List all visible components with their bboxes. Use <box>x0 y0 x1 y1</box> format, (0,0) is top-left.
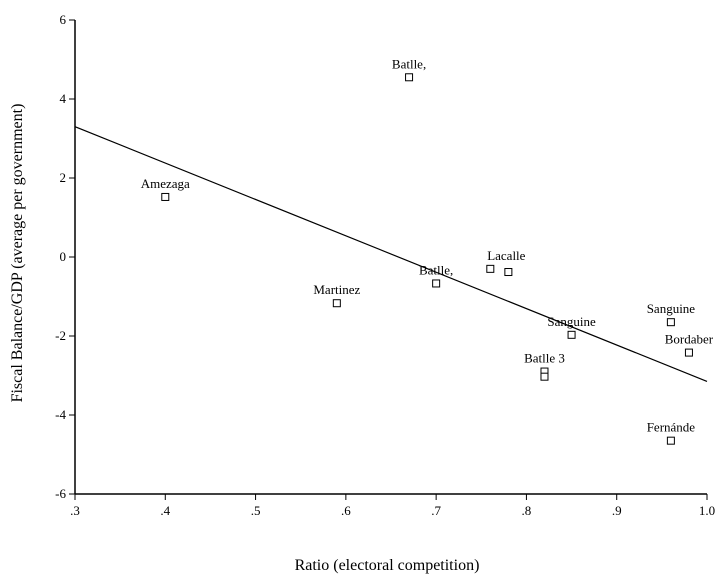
point-label: Batlle, <box>419 262 453 277</box>
data-point <box>486 264 495 273</box>
y-tick-label: 6 <box>60 12 67 27</box>
x-tick-label: .6 <box>341 503 351 518</box>
x-tick-label: .5 <box>251 503 261 518</box>
y-tick-label: 0 <box>60 249 67 264</box>
data-point <box>684 348 693 357</box>
point-label: Batlle 3 <box>524 351 565 366</box>
data-point <box>504 268 513 277</box>
regression-line <box>74 126 708 382</box>
x-tick-label: .9 <box>612 503 622 518</box>
point-label: Fernánde <box>647 420 696 435</box>
data-point <box>432 279 441 288</box>
y-tick-label: -4 <box>55 407 66 422</box>
point-label: Sanguine <box>547 314 596 329</box>
y-tick-label: -2 <box>55 328 66 343</box>
x-tick-label: .8 <box>522 503 532 518</box>
x-axis-title: Ratio (electoral competition) <box>295 557 480 574</box>
x-tick-label: .7 <box>431 503 441 518</box>
x-tick-label: 1.0 <box>699 503 715 518</box>
data-point <box>567 330 576 339</box>
point-label: Batlle, <box>392 56 426 71</box>
axes: 6 4 2 0 -2 -4 -6 .3 .4 .5 .6 .7 .8 .9 1.0 <box>55 12 715 518</box>
data-point <box>405 73 414 82</box>
data-point <box>666 436 675 445</box>
data-point <box>666 318 675 327</box>
data-point <box>540 372 549 381</box>
x-tick-label: .4 <box>160 503 170 518</box>
x-tick-label: .3 <box>70 503 80 518</box>
point-label: Amezaga <box>141 176 190 191</box>
y-tick-label: -6 <box>55 486 66 501</box>
y-tick-label: 2 <box>60 170 67 185</box>
point-label: Lacalle <box>487 248 525 263</box>
point-label: Bordaber <box>665 332 714 347</box>
fit-line-group <box>74 126 708 382</box>
y-tick-label: 4 <box>60 91 67 106</box>
y-axis-title: Fiscal Balance/GDP (average per governme… <box>9 104 26 403</box>
point-label: Martinez <box>313 282 360 297</box>
data-point <box>332 299 341 308</box>
points-group: Batlle, Amezaga Martinez Batlle, Lacalle Sang… <box>141 56 714 445</box>
point-label: Sanguine <box>647 301 696 316</box>
data-point <box>161 192 170 201</box>
